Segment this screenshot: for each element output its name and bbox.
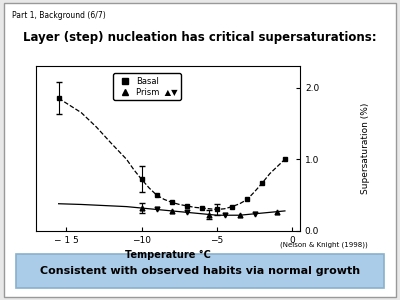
Legend: Basal, Prism  ▲▼: Basal, Prism ▲▼ [113,74,181,100]
FancyBboxPatch shape [4,3,396,297]
Text: Part 1, Background (6/7): Part 1, Background (6/7) [12,11,106,20]
Text: Consistent with observed habits via normal growth: Consistent with observed habits via norm… [40,266,360,276]
X-axis label: Temperature °C: Temperature °C [125,250,211,260]
Text: Layer (step) nucleation has critical supersaturations:: Layer (step) nucleation has critical sup… [23,32,377,44]
Y-axis label: Supersaturation (%): Supersaturation (%) [361,103,370,194]
FancyBboxPatch shape [16,254,384,288]
Text: (Nelson & Knight (1998)): (Nelson & Knight (1998)) [280,242,368,248]
